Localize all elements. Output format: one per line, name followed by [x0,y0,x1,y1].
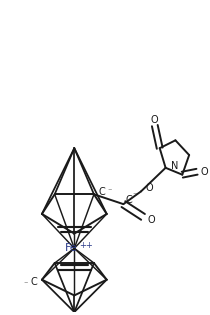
Text: C: C [99,187,106,197]
Text: O: O [150,115,158,125]
Text: ++: ++ [79,241,93,250]
Text: Fe: Fe [65,243,78,253]
Text: ⁻: ⁻ [24,279,28,288]
Text: N: N [171,161,178,171]
Text: O: O [146,183,154,193]
Text: O: O [148,215,156,225]
Text: ⁻: ⁻ [108,186,112,195]
Text: ⁻: ⁻ [132,191,137,200]
Text: C: C [125,195,132,205]
Text: O: O [201,167,209,177]
Text: C: C [30,277,37,287]
